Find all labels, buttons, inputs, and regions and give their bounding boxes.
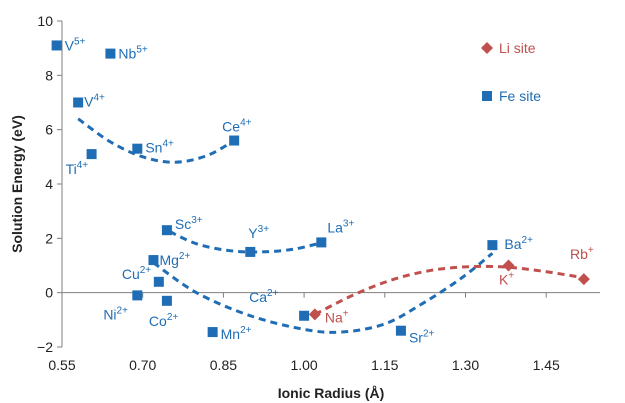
- y-tick-label: 0: [45, 285, 53, 301]
- data-point-square: [105, 48, 116, 59]
- data-label: Ni2+: [103, 305, 128, 322]
- data-label: Mg2+: [159, 251, 190, 268]
- x-tick-label: 0.85: [210, 357, 237, 373]
- data-label: K+: [499, 271, 514, 288]
- data-label: V5+: [65, 36, 86, 53]
- x-tick-label: 1.00: [290, 357, 317, 373]
- data-label: La3+: [327, 218, 354, 235]
- data-label: Ti4+: [66, 160, 89, 177]
- y-tick-label: 10: [37, 13, 53, 29]
- data-label: Co2+: [149, 312, 178, 329]
- data-points: Na+ K+ Rb+ V5+ Nb5+ V4+ Sn4+ Ti4+ Ce4+ Sc3+ Y3+ La3…: [51, 36, 594, 346]
- data-point-square: [207, 327, 218, 338]
- y-tick-label: −2: [37, 339, 53, 355]
- trend-curves: [77, 117, 585, 334]
- data-point-square: [73, 97, 84, 108]
- data-point-diamond: [308, 308, 321, 321]
- data-point-square: [148, 255, 159, 266]
- data-label: Rb+: [570, 245, 594, 262]
- data-point-square: [395, 325, 406, 336]
- data-point-square: [245, 246, 256, 257]
- y-tick-label: 4: [45, 176, 53, 192]
- data-point-square: [299, 310, 310, 321]
- x-tick-label: 0.55: [48, 357, 75, 373]
- data-point-square: [229, 135, 240, 146]
- data-point-square: [161, 295, 172, 306]
- data-label: Ca2+: [249, 288, 278, 305]
- y-tick-label: 8: [45, 67, 53, 83]
- data-label: Cu2+: [122, 265, 151, 282]
- y-axis-title: Solution Energy (eV): [9, 115, 25, 253]
- legend-marker: [481, 42, 493, 54]
- y-tick-label: 2: [45, 230, 53, 246]
- trend-curve: [314, 264, 585, 316]
- legend: Li site Fe site: [481, 40, 541, 104]
- data-point-square: [316, 237, 327, 248]
- data-label: Sc3+: [175, 215, 203, 232]
- data-point-diamond: [502, 259, 515, 272]
- data-point-square: [161, 225, 172, 236]
- x-axis-title: Ionic Radius (Å): [278, 385, 385, 401]
- data-label: Na+: [325, 308, 349, 325]
- x-tick-label: 1.15: [371, 357, 398, 373]
- data-label: Ce4+: [222, 118, 251, 135]
- data-label: Nb5+: [118, 45, 147, 62]
- data-label: Sn4+: [145, 139, 174, 156]
- trend-curve: [152, 252, 494, 334]
- data-point-square: [487, 240, 498, 251]
- legend-entry: Li site: [499, 40, 536, 56]
- data-label: Sr2+: [409, 329, 435, 346]
- trend-curve: [77, 117, 235, 164]
- data-point-square: [153, 276, 164, 287]
- data-point-square: [86, 149, 97, 160]
- data-label: Ba2+: [504, 235, 533, 252]
- x-tick-label: 1.45: [533, 357, 560, 373]
- trend-curve: [168, 230, 324, 254]
- data-point-square: [132, 143, 143, 154]
- x-tick-label: 1.30: [452, 357, 479, 373]
- axes: 0.55 0.70 0.85 1.00 1.15 1.30 1.45 −2 0 2 4 6 8 10 Ion…: [9, 13, 600, 401]
- data-point-square: [132, 290, 143, 301]
- data-label: V4+: [84, 93, 105, 110]
- y-tick-label: 6: [45, 122, 53, 138]
- data-label: Y3+: [248, 224, 269, 241]
- x-tick-label: 0.70: [129, 357, 156, 373]
- data-point-diamond: [577, 273, 590, 286]
- legend-marker: [482, 91, 492, 101]
- legend-entry: Fe site: [499, 88, 541, 104]
- data-label: Mn2+: [221, 325, 252, 342]
- data-point-square: [51, 40, 62, 51]
